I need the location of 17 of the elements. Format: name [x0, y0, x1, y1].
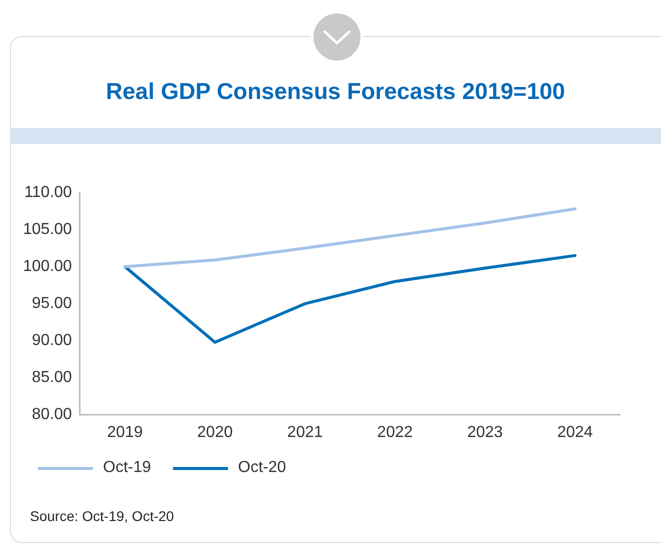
x-tick-label: 2022: [377, 424, 413, 441]
y-tick-label: 100.00: [23, 258, 72, 276]
y-tick-label: 95.00: [32, 295, 72, 312]
y-tick-label: 85.00: [32, 369, 72, 386]
x-tick-label: 2023: [467, 424, 503, 441]
y-tick-label: 80.00: [32, 406, 72, 424]
y-tick-label: 105.00: [23, 221, 72, 238]
x-tick-label: 2021: [287, 424, 323, 441]
chart-title: Real GDP Consensus Forecasts 2019=100: [104, 78, 566, 105]
source-note: Source: Oct-19, Oct-20: [30, 508, 174, 524]
legend-label: Oct-19: [103, 459, 152, 477]
x-tick-label: 2024: [557, 424, 593, 441]
legend-label: Oct-20: [238, 459, 286, 477]
y-tick-label: 90.00: [32, 332, 72, 350]
x-tick-label: 2020: [197, 424, 233, 441]
x-tick-label: 2019: [107, 424, 143, 441]
y-tick-label: 110.00: [24, 184, 72, 202]
